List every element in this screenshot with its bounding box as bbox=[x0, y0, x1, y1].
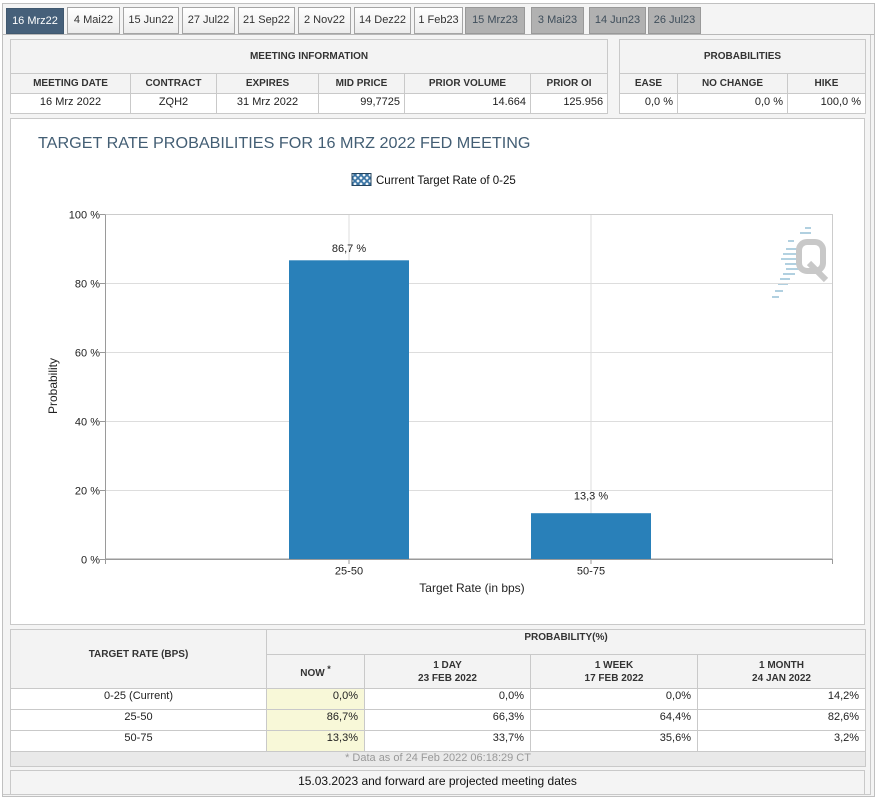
svg-text:Probability: Probability bbox=[46, 358, 60, 414]
svg-text:TARGET RATE PROBABILITIES FOR: TARGET RATE PROBABILITIES FOR 16 MRZ 202… bbox=[38, 135, 531, 152]
svg-text:50-75: 50-75 bbox=[577, 566, 605, 578]
svg-text:86,7 %: 86,7 % bbox=[332, 243, 366, 255]
svg-text:25-50: 25-50 bbox=[335, 566, 363, 578]
svg-text:Target Rate (in bps): Target Rate (in bps) bbox=[419, 581, 524, 595]
svg-text:0 %: 0 % bbox=[81, 555, 100, 567]
svg-text:20 %: 20 % bbox=[75, 486, 100, 498]
svg-text:60 %: 60 % bbox=[75, 348, 100, 360]
svg-text:Current Target Rate of 0-25: Current Target Rate of 0-25 bbox=[376, 175, 516, 187]
svg-text:80 %: 80 % bbox=[75, 279, 100, 291]
svg-text:13,3 %: 13,3 % bbox=[574, 491, 608, 503]
svg-text:100 %: 100 % bbox=[69, 210, 100, 222]
svg-text:40 %: 40 % bbox=[75, 417, 100, 429]
